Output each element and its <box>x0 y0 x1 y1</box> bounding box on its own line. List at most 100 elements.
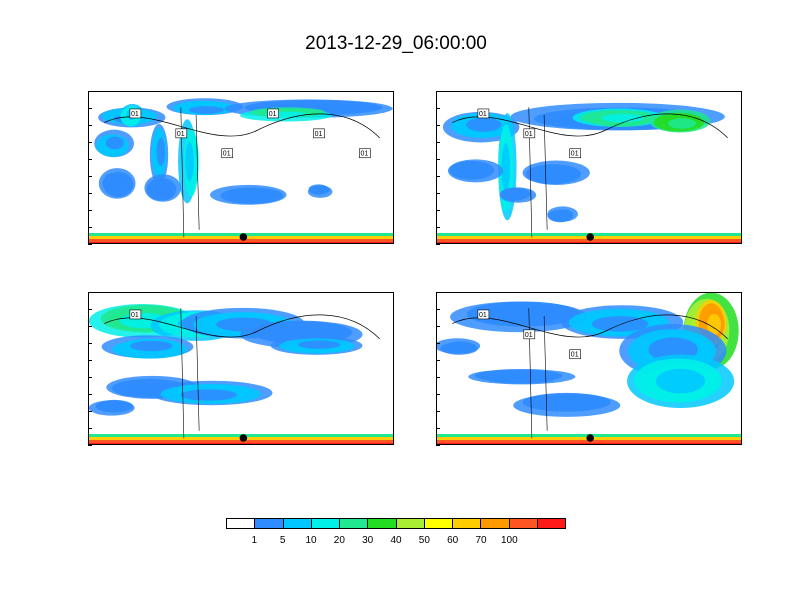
y-tick <box>436 292 440 293</box>
cross-section-panel: 01 01 01 01 01 01 <box>88 91 394 244</box>
contour-label: 01 <box>359 148 371 159</box>
colorbar-swatch <box>424 519 453 528</box>
cross-section-panel: 01 <box>88 292 394 445</box>
y-tick <box>88 343 92 344</box>
location-marker <box>586 434 594 442</box>
cross-section-panel: 01 01 01 <box>436 91 742 244</box>
y-tick <box>88 125 92 126</box>
y-tick <box>88 108 92 109</box>
contour-label: 01 <box>267 108 279 119</box>
contour-label: 01 <box>523 128 536 139</box>
y-tick <box>88 445 92 446</box>
svg-text:01: 01 <box>223 151 231 158</box>
y-tick <box>88 394 92 395</box>
contour-label: 01 <box>175 128 188 139</box>
svg-text:01: 01 <box>315 131 323 138</box>
y-tick <box>436 142 440 143</box>
svg-text:01: 01 <box>131 111 139 118</box>
contour-label: 01 <box>523 329 536 340</box>
contour-label: 01 <box>313 128 325 139</box>
y-tick <box>436 377 440 378</box>
svg-text:01: 01 <box>479 312 487 319</box>
contour-label: 01 <box>129 108 142 119</box>
y-tick <box>88 244 92 245</box>
cross-section-panel: 01 01 01 <box>436 292 742 445</box>
y-tick <box>436 108 440 109</box>
panel-field: 01 01 01 01 01 01 <box>89 98 393 243</box>
y-tick <box>436 210 440 211</box>
y-tick <box>436 343 440 344</box>
y-tick <box>436 411 440 412</box>
y-tick <box>88 159 92 160</box>
svg-text:01: 01 <box>525 131 533 138</box>
y-tick <box>436 394 440 395</box>
colorbar-swatch <box>283 519 312 528</box>
colorbar-label: 10 <box>305 535 317 546</box>
contour-label: 01 <box>129 309 142 320</box>
svg-text:01: 01 <box>525 332 533 339</box>
svg-text:01: 01 <box>177 131 185 138</box>
colorbar-label: 1 <box>251 535 258 546</box>
contour-label: 01 <box>221 148 233 159</box>
colorbar-swatch <box>396 519 425 528</box>
colorbar-label: 20 <box>333 535 345 546</box>
y-tick <box>436 227 440 228</box>
contour-label: 01 <box>569 349 581 360</box>
y-tick <box>88 309 92 310</box>
panel-field: 01 <box>89 304 393 444</box>
y-tick <box>88 360 92 361</box>
y-tick <box>436 91 440 92</box>
svg-text:01: 01 <box>361 151 369 158</box>
colorbar-label: 100 <box>500 535 518 546</box>
colorbar-swatch <box>453 519 482 528</box>
colorbar-label: 60 <box>447 535 459 546</box>
condensate-contour <box>104 314 380 340</box>
y-tick <box>436 309 440 310</box>
svg-text:01: 01 <box>571 352 579 359</box>
colorbar-swatch <box>481 519 510 528</box>
colorbar-swatch <box>509 519 538 528</box>
location-marker <box>239 233 248 241</box>
y-tick <box>436 159 440 160</box>
y-tick <box>88 91 92 92</box>
y-tick <box>436 445 440 446</box>
y-tick <box>88 142 92 143</box>
svg-text:01: 01 <box>269 111 277 118</box>
figure-title: 2013-12-29_06:00:00 <box>305 33 487 54</box>
colorbar-label: 50 <box>418 535 430 546</box>
colorbar-swatch <box>227 519 256 528</box>
colorbar-label: 40 <box>390 535 402 546</box>
svg-text:01: 01 <box>479 111 487 118</box>
y-tick <box>88 292 92 293</box>
colorbar-swatch <box>537 519 565 528</box>
condensate-contour <box>104 113 380 139</box>
location-marker <box>239 434 248 442</box>
colorbar-label: 5 <box>279 535 286 546</box>
contour-label: 01 <box>477 309 490 320</box>
colorbar-label: 30 <box>362 535 374 546</box>
y-tick <box>436 360 440 361</box>
y-tick <box>436 193 440 194</box>
colorbar-swatch <box>255 519 284 528</box>
y-tick <box>436 428 440 429</box>
colorbar-swatch <box>368 519 397 528</box>
panel-field: 01 01 01 <box>437 102 741 243</box>
y-tick <box>436 176 440 177</box>
colorbar-label: 70 <box>475 535 487 546</box>
colorbar <box>226 518 566 529</box>
y-tick <box>88 411 92 412</box>
location-marker <box>586 233 594 241</box>
contour-label: 01 <box>569 148 581 159</box>
y-tick <box>436 326 440 327</box>
y-tick <box>88 377 92 378</box>
y-tick <box>436 244 440 245</box>
y-tick <box>88 428 92 429</box>
contour-label: 01 <box>477 108 490 119</box>
condensate-contour <box>452 113 728 139</box>
colorbar-swatch <box>311 519 340 528</box>
y-tick <box>88 227 92 228</box>
y-tick <box>88 176 92 177</box>
colorbar-swatch <box>340 519 369 528</box>
svg-text:01: 01 <box>571 151 579 158</box>
y-tick <box>88 193 92 194</box>
